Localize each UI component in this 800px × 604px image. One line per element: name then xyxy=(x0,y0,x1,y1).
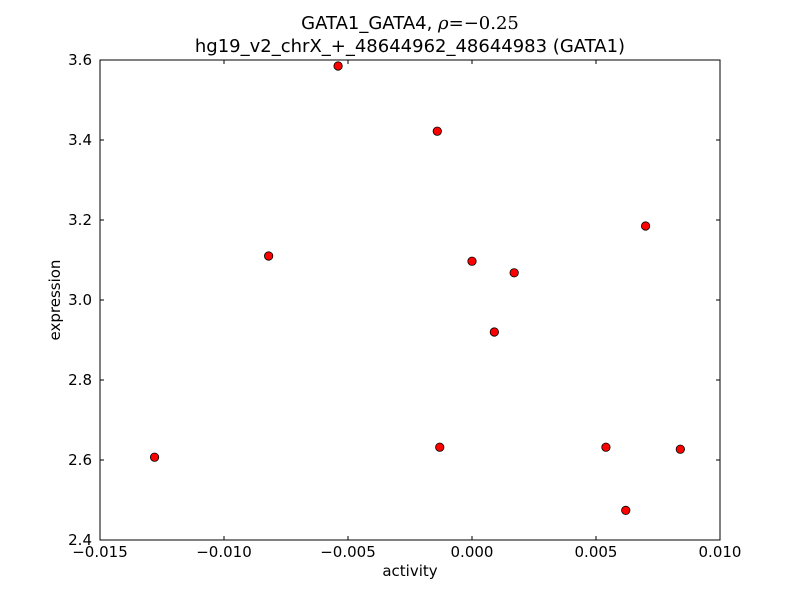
rho-symbol: ρ xyxy=(437,13,449,34)
x-axis-label: activity xyxy=(382,562,437,580)
x-tick-label: −0.015 xyxy=(72,543,128,561)
chart-title-group: GATA1_GATA4, ρ=−0.25 hg19_v2_chrX_+_4864… xyxy=(195,13,625,57)
axis-ticks xyxy=(99,59,721,541)
plot-frame xyxy=(99,59,721,541)
data-point xyxy=(432,126,442,136)
y-tick-label: 2.8 xyxy=(68,371,92,389)
y-tick-label: 3.2 xyxy=(68,211,92,229)
data-point xyxy=(333,61,343,71)
rho-value: =−0.25 xyxy=(449,13,519,34)
data-point xyxy=(621,505,631,515)
y-tick-label: 3.6 xyxy=(68,51,92,69)
axis-tick-labels: −0.015 −0.010 −0.005 0.000 0.005 0.010 2.4 2.6 2… xyxy=(68,51,741,561)
data-point xyxy=(435,442,445,452)
x-tick-label: 0.010 xyxy=(699,543,742,561)
data-point xyxy=(675,444,685,454)
data-point xyxy=(467,256,477,266)
y-tick-label: 2.4 xyxy=(68,531,92,549)
x-tick-label: 0.005 xyxy=(575,543,618,561)
data-point xyxy=(509,268,519,278)
y-axis-label: expression xyxy=(46,260,64,341)
data-point xyxy=(149,452,160,462)
data-point xyxy=(601,442,611,452)
chart-title: GATA1_GATA4, ρ=−0.25 xyxy=(301,13,519,34)
y-tick-label: 2.6 xyxy=(68,451,92,469)
x-tick-label: −0.005 xyxy=(320,543,376,561)
data-points xyxy=(149,61,685,515)
chart-title-prefix: GATA1_GATA4, xyxy=(301,13,438,34)
x-tick-label: 0.000 xyxy=(451,543,494,561)
y-tick-label: 3.0 xyxy=(68,291,92,309)
y-tick-label: 3.4 xyxy=(68,131,92,149)
data-point xyxy=(264,251,274,261)
data-point xyxy=(489,327,499,337)
chart-subtitle: hg19_v2_chrX_+_48644962_48644983 (GATA1) xyxy=(195,36,625,57)
x-tick-label: −0.010 xyxy=(196,543,252,561)
data-point xyxy=(640,221,651,231)
